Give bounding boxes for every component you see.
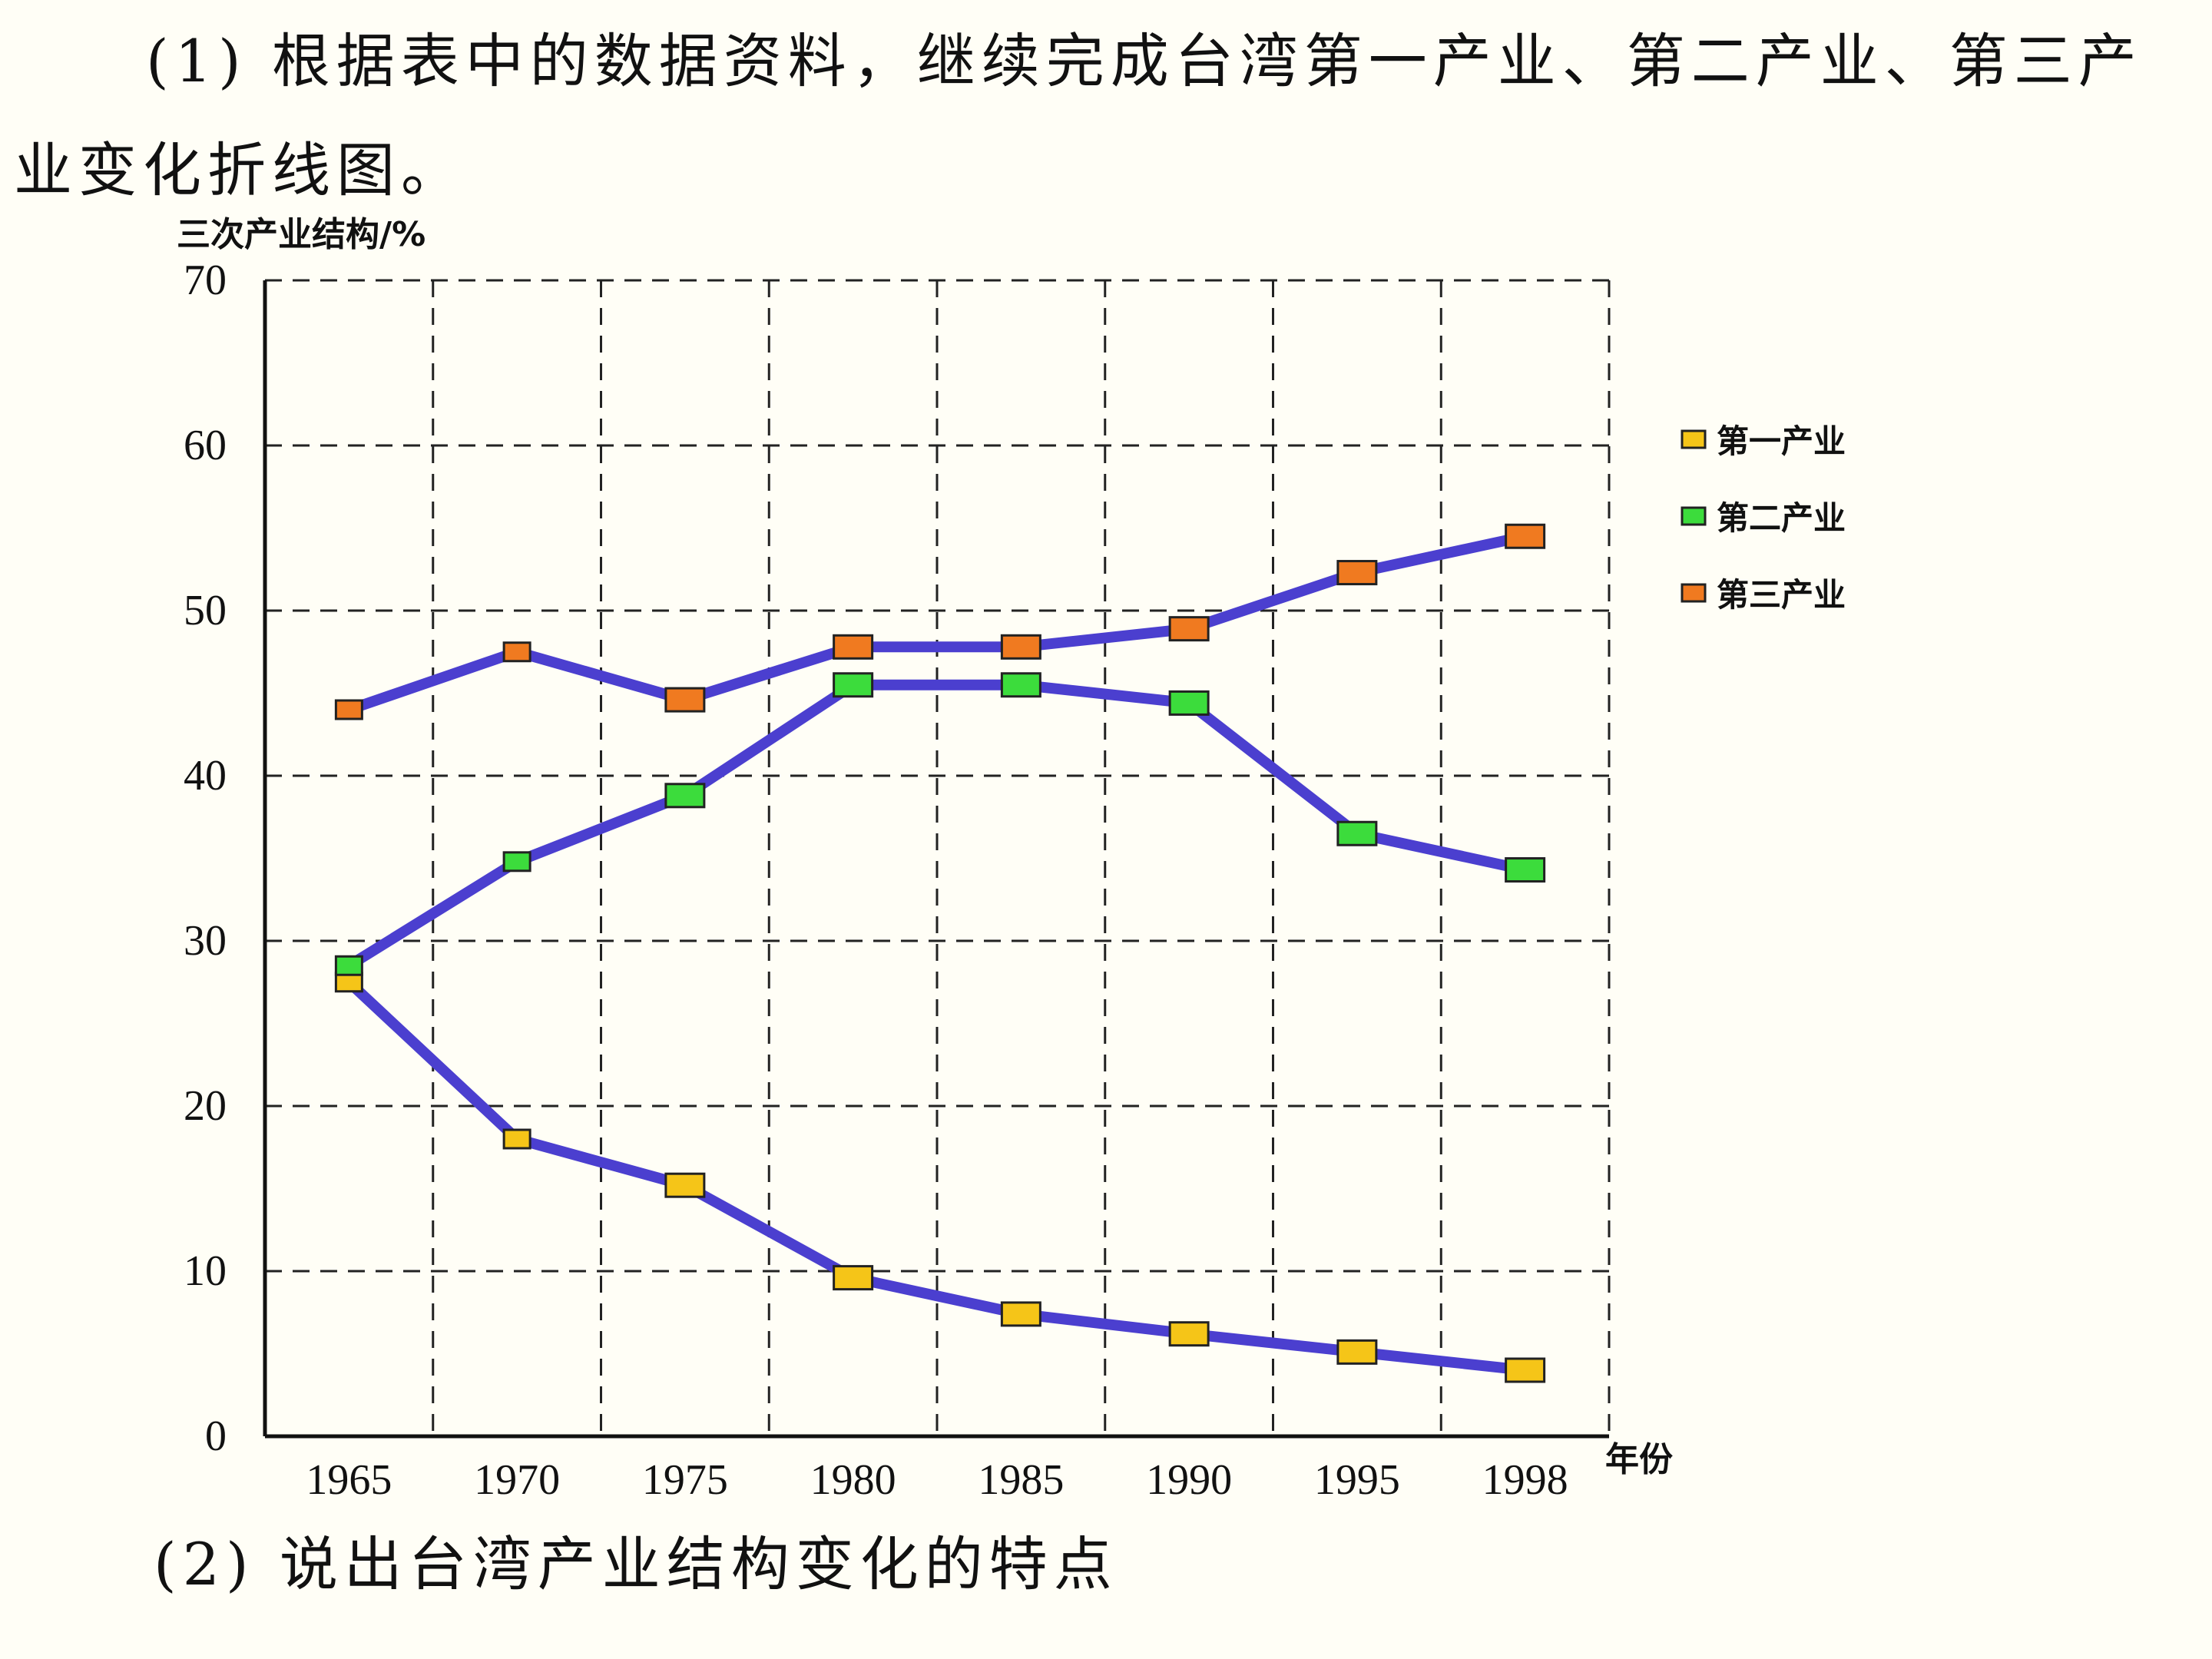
legend-label: 第三产业 — [1717, 576, 1846, 614]
x-tick-label: 1970 — [474, 1456, 560, 1504]
legend-item: 第二产业 — [1681, 499, 1846, 537]
question-1-line-2: 业变化折线图。 — [14, 136, 465, 204]
y-tick-label: 20 — [184, 1082, 227, 1130]
chart-axes — [263, 280, 1609, 1439]
data-point-marker — [502, 641, 531, 663]
data-point-marker — [334, 955, 363, 976]
data-point-marker — [1000, 634, 1041, 660]
y-tick-label: 60 — [184, 422, 227, 469]
y-tick-label: 30 — [184, 917, 227, 965]
x-tick-label: 1990 — [1146, 1456, 1232, 1504]
series-line — [343, 679, 1531, 972]
x-axis-label: 年份 — [1605, 1440, 1673, 1479]
data-point-marker — [502, 1128, 531, 1150]
y-tick-label: 40 — [184, 752, 227, 800]
data-point-marker — [1336, 560, 1378, 586]
y-tick-label: 50 — [184, 587, 227, 634]
legend-swatch — [1681, 429, 1707, 449]
legend-item: 第一产业 — [1681, 422, 1846, 460]
y-tick-label: 10 — [184, 1247, 227, 1295]
x-tick-label: 1975 — [642, 1456, 728, 1504]
data-point-marker — [1336, 820, 1378, 846]
data-point-marker — [334, 699, 363, 720]
data-point-marker — [1505, 1357, 1546, 1383]
data-point-marker — [1505, 857, 1546, 883]
industry-structure-line-chart: 0 10 20 30 40 50 60 70 1965 1970 1975 1980 1985 1990 1… — [177, 215, 1846, 1504]
legend-label: 第一产业 — [1717, 422, 1846, 460]
x-tick-label: 1985 — [978, 1456, 1064, 1504]
legend-swatch — [1681, 583, 1707, 603]
data-point-marker — [1000, 1301, 1041, 1327]
data-point-marker — [1505, 523, 1546, 549]
x-tick-label: 1998 — [1482, 1456, 1568, 1504]
y-tick-label: 0 — [205, 1412, 227, 1460]
data-point-marker — [1336, 1339, 1378, 1365]
y-axis-label: 三次产业结构/% — [177, 215, 426, 254]
series-1 — [334, 972, 1546, 1383]
series-2 — [334, 672, 1546, 976]
data-point-marker — [1168, 1321, 1210, 1347]
series-line — [343, 531, 1531, 715]
chart-grid — [265, 279, 1611, 1436]
series-line — [343, 976, 1531, 1376]
legend-swatch — [1681, 506, 1707, 526]
y-tick-label: 70 — [184, 257, 227, 304]
data-point-marker — [664, 687, 706, 713]
question-2: (2) 说出台湾产业结构变化的特点 — [154, 1530, 1118, 1598]
chart-series — [334, 523, 1546, 1383]
data-point-marker — [1168, 616, 1210, 642]
x-tick-label: 1965 — [306, 1456, 392, 1504]
data-point-marker — [833, 672, 874, 698]
data-point-marker — [1000, 672, 1041, 698]
data-point-marker — [833, 634, 874, 660]
legend-item: 第三产业 — [1681, 576, 1846, 614]
question-1-line-1: (1) 根据表中的数据资料，继续完成台湾第一产业、第二产业、第三产 — [146, 27, 2143, 95]
data-point-marker — [1168, 690, 1210, 716]
legend-label: 第二产业 — [1717, 499, 1846, 537]
x-tick-label: 1980 — [810, 1456, 896, 1504]
axis-tick-labels: 0 10 20 30 40 50 60 70 1965 1970 1975 1980 1985 1990 1… — [184, 257, 1568, 1504]
data-point-marker — [833, 1265, 874, 1291]
x-tick-label: 1995 — [1314, 1456, 1400, 1504]
data-point-marker — [664, 1172, 706, 1198]
series-3 — [334, 523, 1546, 720]
data-point-marker — [502, 851, 531, 873]
data-point-marker — [664, 783, 706, 809]
